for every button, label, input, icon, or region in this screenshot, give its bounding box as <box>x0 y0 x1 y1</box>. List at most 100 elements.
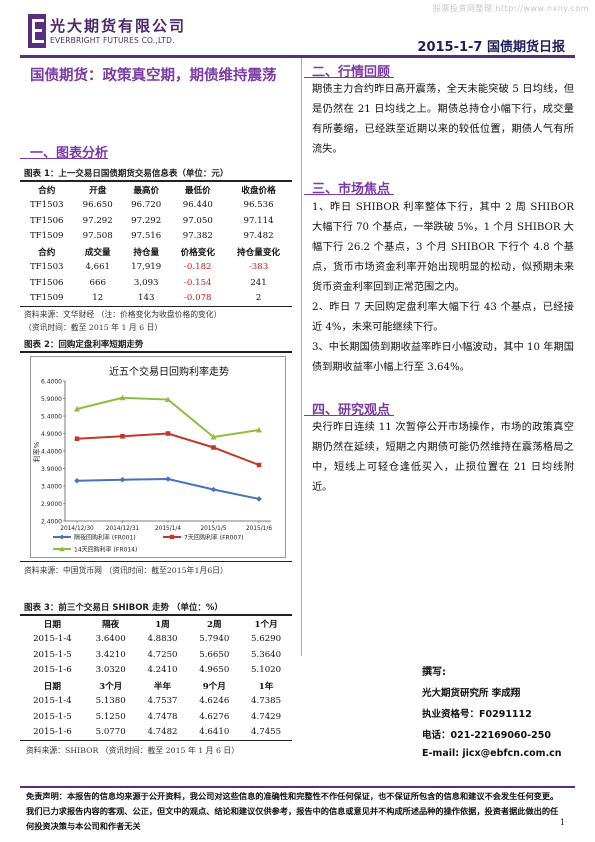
series-point <box>120 434 125 439</box>
shibor-row: 2015-1-4 3.6400 4.8830 5.7940 5.6290 <box>20 632 292 648</box>
shibor-header-cell: 1周 <box>155 619 170 630</box>
series-point <box>165 476 171 482</box>
shibor-cell: 5.1020 <box>251 665 282 676</box>
author-label: 撰写: <box>422 667 446 678</box>
futures-cell: 666 <box>89 277 106 288</box>
y-tick-label: 4.4000 <box>41 449 62 456</box>
shibor-row: 2015-1-6 3.0320 4.2410 4.9650 5.1020 <box>20 663 292 679</box>
futures-header-row: 合约 成交量 持仓量 价格变化 持仓量变化 <box>20 244 292 260</box>
shibor-table: 日期 隔夜 1周 2周 1个月 2015-1-4 3.6400 4.8830 5.7940 5.6… <box>20 616 292 740</box>
chart-caption: 图表 2：回购定盘利率短期走势 <box>24 340 144 350</box>
futures-cell: 97.292 <box>131 215 162 226</box>
report-title: 2015-1-7 国债期货日报 <box>417 40 565 55</box>
legend-marker <box>169 534 175 540</box>
shibor-header-cell: 2周 <box>206 619 222 630</box>
futures-cell: 3,093 <box>133 277 159 288</box>
company-name-cn: 光大期货有限公司 <box>50 17 187 35</box>
futures-row: TF1503 96.650 96.720 96.440 96.536 <box>20 198 292 214</box>
shibor-cell: 2015-1-5 <box>33 649 72 660</box>
futures-cell: 2 <box>255 293 262 304</box>
table-1-top-rule <box>20 180 292 182</box>
series-point <box>211 445 216 450</box>
futures-cell: TF1509 <box>29 231 64 242</box>
headline: 国债期货：政策真空期，期债维持震荡 <box>30 68 277 84</box>
futures-header-cell: 价格变化 <box>180 247 215 258</box>
shibor-row: 2015-1-5 5.1250 4.7478 4.6276 4.7429 <box>20 709 292 725</box>
shibor-cell: 2015-1-6 <box>33 665 72 676</box>
section-3-underline <box>304 194 394 195</box>
futures-header-cell: 持仓量 <box>133 247 160 258</box>
shibor-row: 2015-1-4 5.1380 4.7537 4.6246 4.7385 <box>20 694 292 710</box>
futures-cell: TF1506 <box>29 215 64 226</box>
shibor-cell: 4.7455 <box>251 727 282 738</box>
shibor-header-cell: 日期 <box>43 681 61 692</box>
section-4-title: 四、研究观点 <box>312 403 391 418</box>
shibor-cell: 5.7940 <box>199 634 230 645</box>
x-tick-label: 2014/12/30 <box>60 526 94 532</box>
shibor-cell: 5.1250 <box>95 711 126 722</box>
series-point <box>165 431 171 436</box>
table-3-bottom-rule <box>20 740 292 741</box>
y-tick-label: 4.9000 <box>41 431 62 438</box>
series-point <box>256 462 262 468</box>
chart-bottom-rule <box>20 561 292 562</box>
futures-cell: 97.508 <box>82 231 113 242</box>
futures-row: TF1509 12 143 -0.078 2 <box>20 291 292 307</box>
watermark: 股票投资网整理 http://www.nxny.com <box>432 4 589 13</box>
series-point <box>119 476 126 483</box>
section-3-item-2: 2、昨日 7 天回购定盘利率大幅下行 43 个基点，已经接近 4%，未来可能继续… <box>312 302 574 333</box>
series-point <box>210 486 217 493</box>
futures-cell: 143 <box>138 293 155 304</box>
futures-cell: 96.720 <box>131 200 162 211</box>
futures-header-cell: 开盘 <box>89 185 107 196</box>
series-point <box>165 396 171 403</box>
section-4-text: 央行昨日连续 11 次暂停公开市场操作，市场的政策真空期仍然在延续，短期之内期债… <box>312 422 574 493</box>
section-3-title: 三、市场焦点 <box>312 182 391 197</box>
shibor-cell: 4.2410 <box>147 665 178 676</box>
table-1-time: （资讯时间：截至 2015 年 1 月 6 日） <box>24 323 163 332</box>
y-tick-label: 6.4000 <box>41 379 62 386</box>
section-1-underline <box>20 158 108 159</box>
y-tick-label: 3.9000 <box>41 466 62 473</box>
futures-row: TF1509 97.508 97.516 97.382 97.482 <box>20 229 292 245</box>
futures-header-cell: 成交量 <box>84 247 111 258</box>
shibor-cell: 5.6290 <box>251 634 282 645</box>
futures-header-cell: 最低价 <box>184 185 211 196</box>
series-point <box>74 477 80 484</box>
series-point <box>119 394 126 401</box>
futures-cell: -383 <box>248 262 269 273</box>
table-3-source: 资料来源：SHIBOR （资讯时间：截至 2015 年 1 月 6 日） <box>26 746 240 755</box>
y-tick-label: 2.9000 <box>41 501 62 508</box>
futures-cell: -0.182 <box>184 262 212 273</box>
shibor-header-row: 日期 3个月 半年 9个月 1年 <box>20 678 292 694</box>
table-1-caption: 图表 1：上一交易日国债期货交易信息表（单位：元） <box>24 169 229 179</box>
shibor-cell: 4.7429 <box>251 711 282 722</box>
shibor-header-cell: 1个月 <box>254 619 278 630</box>
futures-cell: TF1503 <box>29 262 64 273</box>
shibor-row: 2015-1-5 3.4210 4.7250 5.6650 5.3640 <box>20 647 292 663</box>
shibor-cell: 4.7385 <box>251 696 282 707</box>
futures-cell: 96.650 <box>82 200 113 211</box>
x-tick-label: 2015/1/4 <box>155 526 181 532</box>
x-tick-label: 2015/1/5 <box>200 526 226 532</box>
y-axis-label: 利率% <box>32 441 41 462</box>
section-3-item-3: 3、中长期国债到期收益率昨日小幅波动，其中 10 年期国债到期收益率小幅上行至 … <box>312 342 574 373</box>
table-3-caption: 图表 3：前三个交易日 SHIBOR 走势 （单位：%） <box>24 603 223 613</box>
author-email: E-mail: jicx@ebfcn.com.cn <box>422 748 562 759</box>
footer-rule <box>20 786 575 834</box>
futures-cell: TF1503 <box>29 200 64 211</box>
legend-marker <box>59 534 65 540</box>
y-tick-label: 5.4000 <box>41 414 62 421</box>
futures-cell: -0.078 <box>184 293 212 304</box>
futures-cell: 4,661 <box>85 262 111 273</box>
futures-row: TF1506 97.292 97.292 97.050 97.114 <box>20 213 292 229</box>
shibor-cell: 2015-1-4 <box>33 696 72 707</box>
shibor-header-cell: 半年 <box>153 681 172 692</box>
shibor-cell: 4.7537 <box>147 696 178 707</box>
shibor-header-row: 日期 隔夜 1周 2周 1个月 <box>20 616 292 632</box>
futures-cell: 17,919 <box>131 262 162 273</box>
shibor-cell: 4.7250 <box>147 649 178 660</box>
x-tick-label: 2015/1/6 <box>246 526 272 532</box>
shibor-cell: 5.3640 <box>251 649 282 660</box>
